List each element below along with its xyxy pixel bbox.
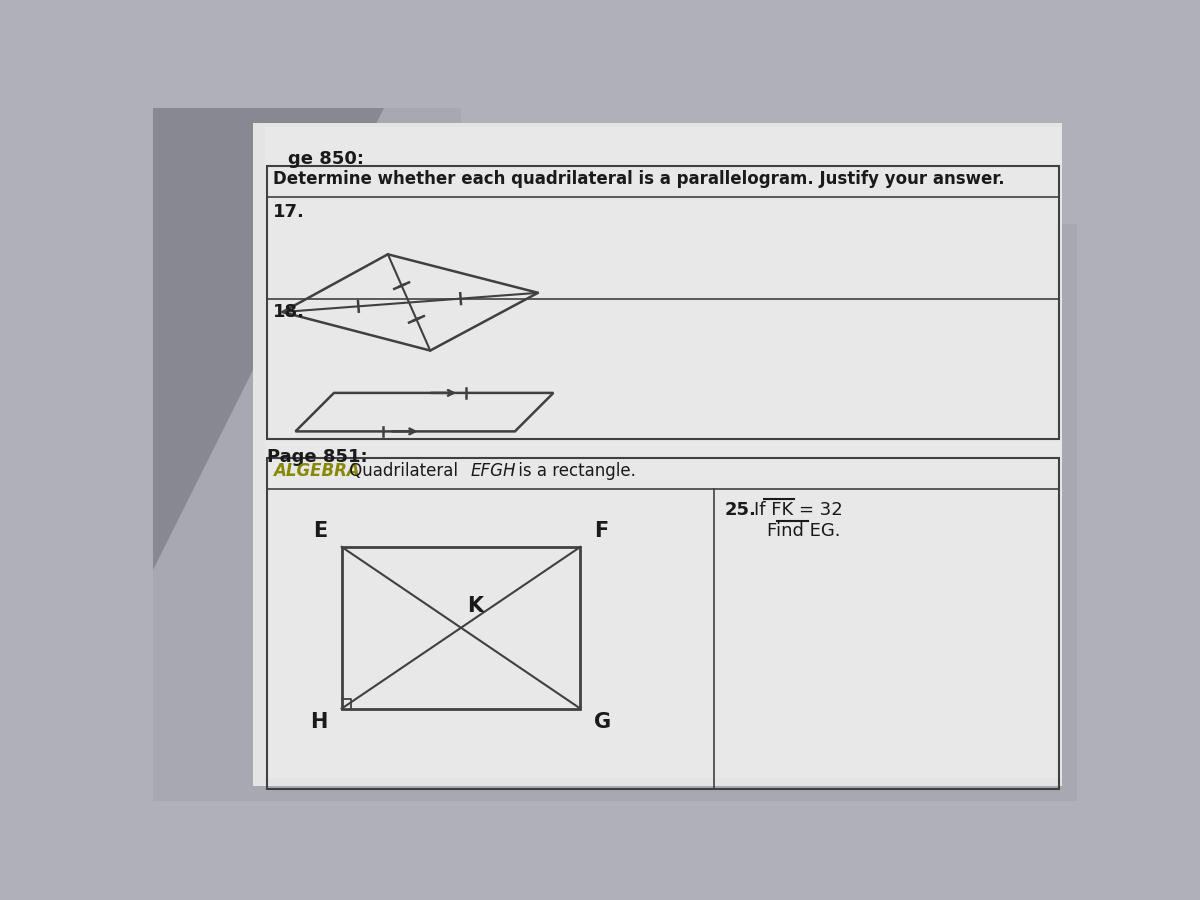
Bar: [253, 123, 1062, 786]
Bar: [266, 458, 1058, 789]
Text: Determine whether each quadrilateral is a parallelogram. Justify your answer.: Determine whether each quadrilateral is …: [274, 169, 1004, 187]
Text: ge 850:: ge 850:: [288, 150, 364, 168]
Bar: [266, 166, 1058, 439]
Text: E: E: [313, 521, 328, 541]
Bar: [265, 127, 1062, 778]
Text: 17.: 17.: [274, 202, 305, 220]
Text: Page 851:: Page 851:: [266, 448, 367, 466]
Text: is a rectangle.: is a rectangle.: [514, 463, 636, 481]
Polygon shape: [154, 108, 384, 570]
Text: 18.: 18.: [274, 302, 305, 320]
Text: EFGH: EFGH: [472, 463, 516, 481]
Text: 25.: 25.: [725, 500, 757, 518]
Text: Find EG.: Find EG.: [768, 522, 841, 540]
Text: ALGEBRA: ALGEBRA: [274, 463, 360, 481]
Text: F: F: [594, 521, 608, 541]
Text: Quadrilateral: Quadrilateral: [344, 463, 463, 481]
Bar: [461, 108, 1078, 223]
Text: G: G: [594, 713, 611, 733]
Text: If FK = 32: If FK = 32: [755, 500, 844, 518]
Text: H: H: [311, 713, 328, 733]
Text: K: K: [467, 596, 484, 617]
